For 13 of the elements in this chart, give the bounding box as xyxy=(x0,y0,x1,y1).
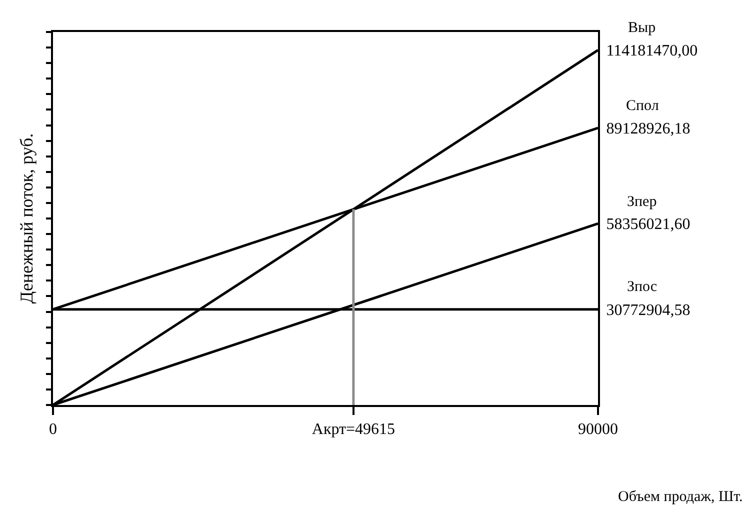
x-axis-title: Объем продаж, Шт. xyxy=(618,489,743,505)
text: Зпер xyxy=(627,194,657,210)
text: Спол xyxy=(626,98,660,114)
text: Зпос xyxy=(627,279,658,295)
y2-tick-label: 30772904,58 xyxy=(606,302,690,319)
text: Выр xyxy=(628,20,656,36)
x-tick-label: Акрт=49615 xyxy=(312,421,396,438)
x-tick-label: 0 xyxy=(49,421,57,438)
y2-tick-label: 58356021,60 xyxy=(606,216,690,234)
y2-tick-label: 114181470,00 xyxy=(606,42,698,60)
y2-tick-label: 89128926,18 xyxy=(606,120,690,138)
x-tick-label: 90000 xyxy=(578,421,618,438)
y-axis-title: Денежный поток, руб. xyxy=(16,133,37,304)
